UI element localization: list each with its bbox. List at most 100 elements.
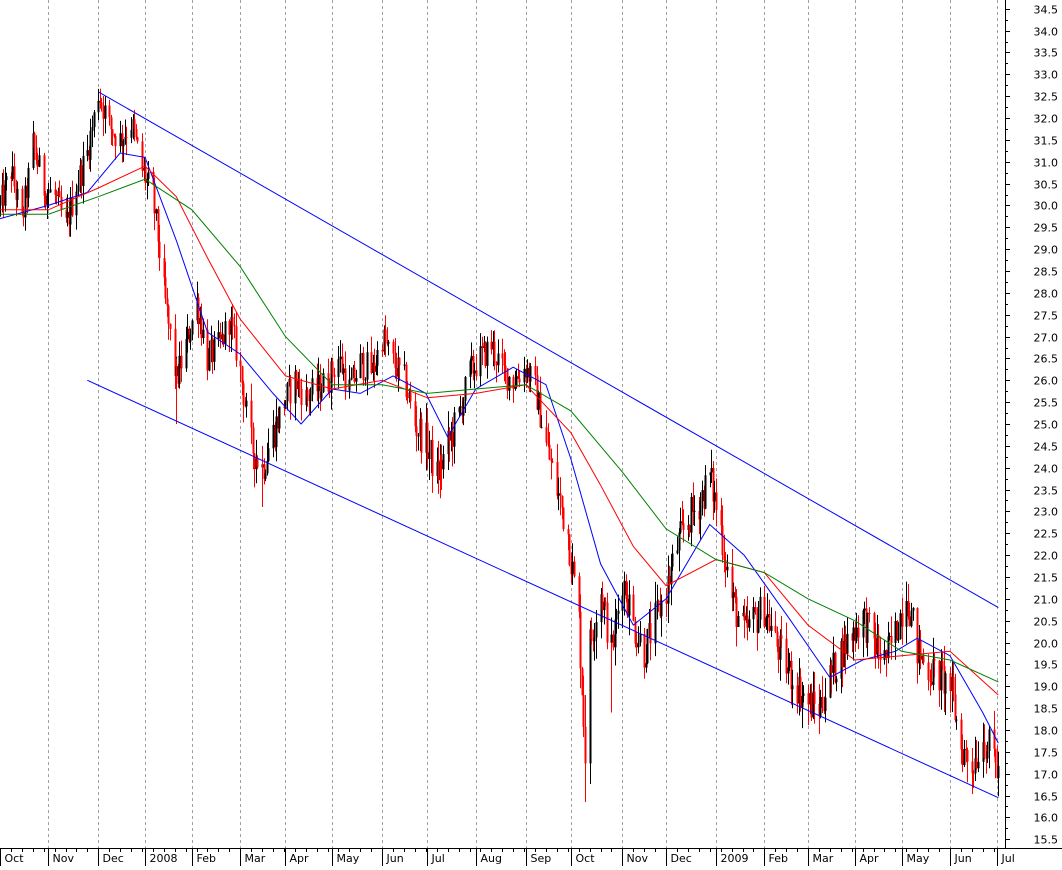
price-bar-body	[637, 642, 640, 648]
price-bar-body	[375, 365, 378, 372]
price-bar-body	[133, 119, 136, 129]
y-tick-label: 27.0	[1034, 332, 1059, 345]
price-bar-body	[86, 150, 89, 156]
price-bar-body	[846, 633, 849, 654]
price-bar-body	[649, 623, 652, 644]
price-bar-body	[679, 521, 682, 533]
price-bar-body	[44, 195, 47, 205]
price-bar-body	[475, 370, 478, 377]
y-tick-label: 28.0	[1034, 288, 1059, 301]
price-bar-body	[481, 346, 484, 348]
price-bar-body	[965, 748, 968, 750]
price-bar-body	[298, 380, 301, 389]
price-bar-body	[473, 370, 476, 374]
x-axis: Oct Nov Dec 2008 Feb Mar Apr May Jun Jul Aug Sep Oct…	[0, 848, 1062, 866]
price-bar-body	[230, 317, 233, 335]
price-bar-body	[13, 166, 16, 187]
price-bar-body	[93, 112, 96, 128]
price-bar-body	[949, 673, 952, 692]
price-bar-body	[713, 492, 716, 502]
y-tick-label: 34.5	[1034, 4, 1059, 17]
price-bar-body	[578, 576, 581, 612]
price-bar-body	[897, 639, 900, 641]
price-bar-body	[464, 376, 467, 401]
price-bar-body	[144, 167, 147, 183]
price-bar-body	[971, 761, 974, 774]
price-bar-body	[178, 355, 181, 384]
price-bar-body	[36, 159, 39, 167]
price-bar-body	[252, 427, 255, 454]
price-bar-body	[231, 317, 234, 325]
price-bar-body	[905, 601, 908, 627]
price-bar-body	[540, 427, 543, 429]
price-bar-body	[155, 209, 158, 214]
price-bar-body	[612, 634, 615, 648]
price-bar-body	[16, 188, 19, 200]
price-bar-body	[723, 555, 726, 561]
price-bar-body	[4, 180, 7, 206]
price-bar-body	[512, 376, 515, 389]
price-bar-body	[819, 696, 822, 717]
price-bar-body	[426, 422, 429, 460]
price-bar-body	[121, 133, 124, 147]
price-bar-body	[581, 668, 584, 696]
price-bar-body	[551, 461, 554, 463]
price-bar-body	[222, 334, 225, 345]
price-bar-body	[202, 329, 205, 339]
price-bar-body	[628, 594, 631, 616]
price-bar-body	[590, 629, 593, 639]
price-bar-body	[55, 194, 58, 196]
price-bar-body	[337, 359, 340, 378]
y-tick-label: 17.0	[1034, 769, 1059, 782]
price-bar-body	[929, 679, 932, 682]
price-bar-body	[790, 660, 793, 690]
price-bar-body	[582, 695, 585, 727]
price-bar-body	[545, 427, 548, 443]
price-bar-body	[799, 676, 802, 708]
price-bar-body	[732, 592, 735, 599]
price-bar-body	[331, 361, 334, 375]
price-bar-body	[944, 673, 947, 694]
y-tick-label: 31.0	[1034, 157, 1059, 170]
price-bar-body	[894, 621, 897, 644]
price-bar-body	[788, 660, 791, 668]
price-bar-body	[453, 412, 456, 447]
price-bar-body	[169, 323, 172, 329]
x-tick-label: 2009	[721, 852, 749, 865]
price-bar-body	[735, 596, 738, 627]
price-bar-body	[514, 385, 517, 389]
moving-average-line	[0, 165, 999, 696]
price-bar-body	[868, 612, 871, 614]
price-bar-body	[200, 317, 203, 339]
price-bar-body	[442, 454, 445, 470]
price-bar-body	[834, 652, 837, 683]
price-bar-body	[668, 575, 671, 585]
price-bar-body	[930, 681, 933, 685]
price-bar-body	[35, 147, 38, 160]
price-bar-body	[122, 140, 125, 147]
price-bar-body	[759, 596, 762, 620]
y-tick-label: 26.0	[1034, 375, 1059, 388]
price-bar-body	[890, 635, 893, 644]
price-bar-body	[752, 606, 755, 620]
price-bar-body	[589, 629, 592, 764]
price-bars	[0, 88, 1000, 803]
price-bar-body	[857, 627, 860, 638]
price-bar-body	[22, 212, 25, 218]
price-bar-body	[534, 366, 537, 376]
price-bar-body	[941, 661, 944, 667]
price-bar-body	[197, 297, 200, 325]
price-bar-body	[734, 592, 737, 597]
price-bar-body	[635, 643, 638, 648]
price-bar-body	[610, 634, 613, 643]
price-bar-body	[82, 155, 85, 186]
y-tick-label: 22.0	[1034, 550, 1059, 563]
price-bar-body	[874, 638, 877, 655]
price-bar-body	[844, 634, 847, 654]
price-bar-body	[883, 650, 886, 660]
price-bar-body	[166, 298, 169, 306]
price-bar-body	[623, 580, 626, 596]
price-bar-body	[317, 374, 320, 392]
price-bar-body	[2, 184, 5, 206]
price-bar-body	[614, 619, 617, 648]
